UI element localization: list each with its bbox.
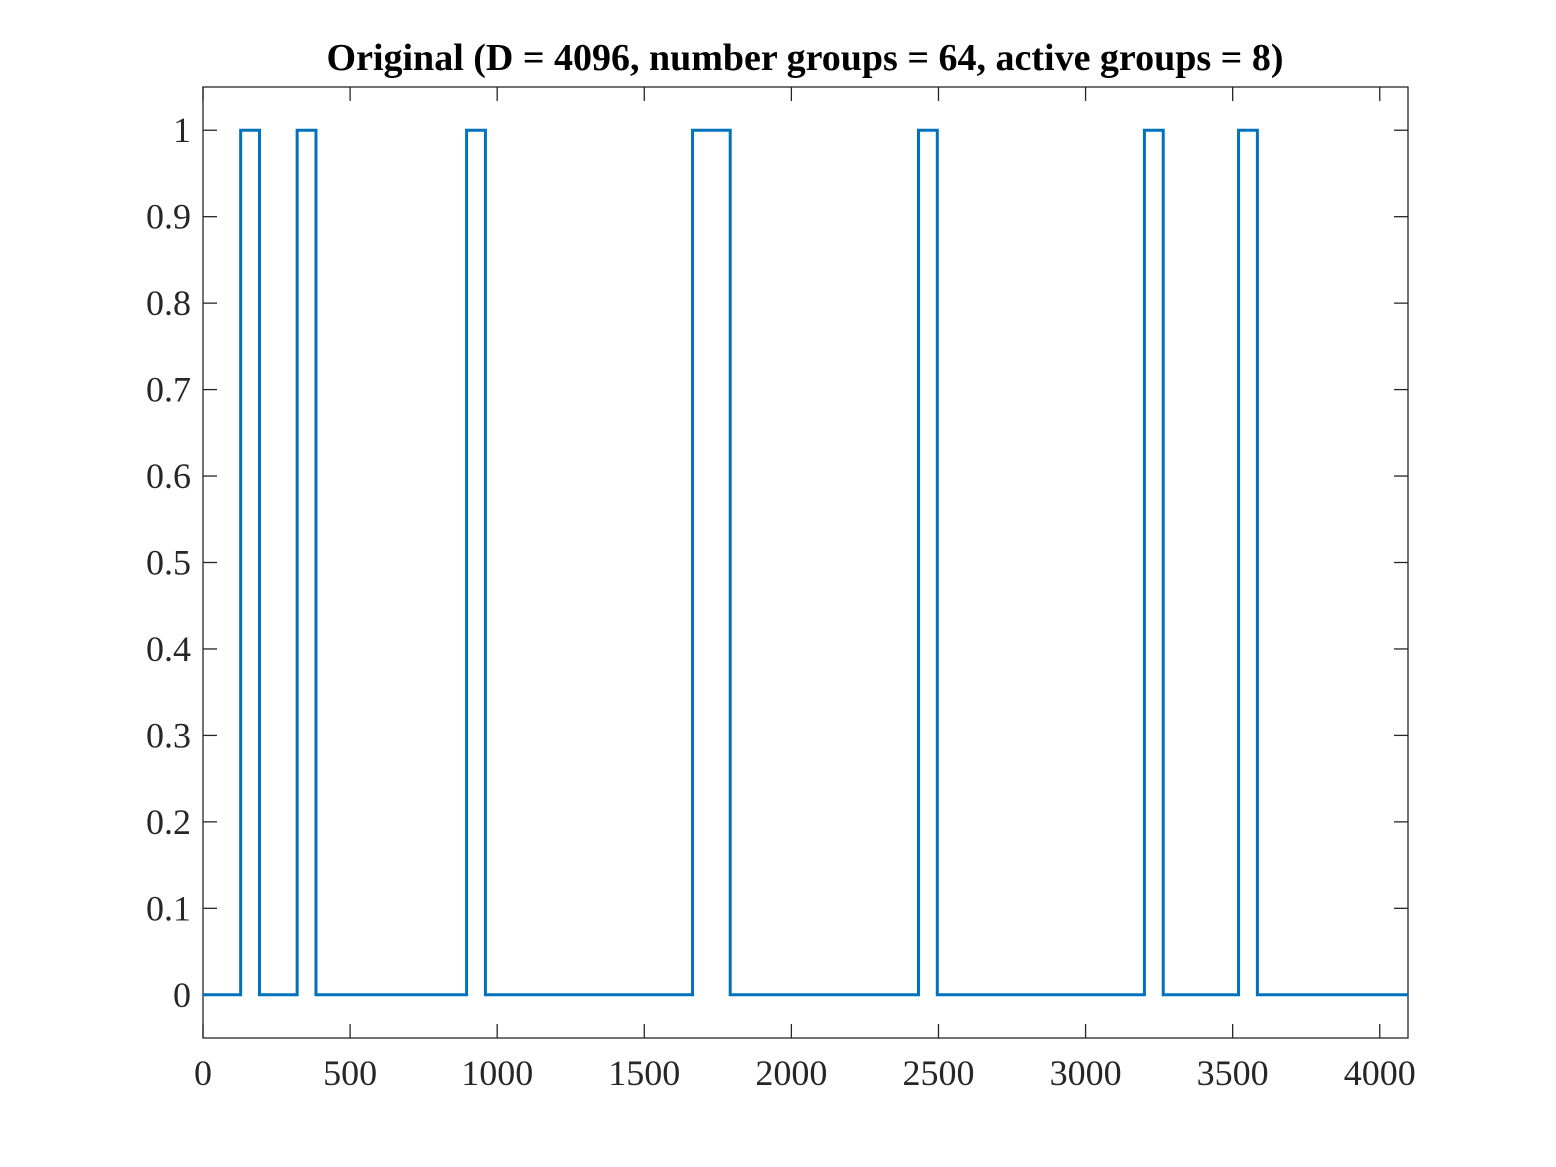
x-tick-label: 500 [323, 1053, 377, 1093]
y-tick-label: 0.1 [146, 888, 191, 928]
x-tick-label: 3500 [1197, 1053, 1269, 1093]
y-tick-label: 1 [173, 110, 191, 150]
y-tick-label: 0.6 [146, 456, 191, 496]
y-axis: 0 0.1 0.2 0.3 0.4 0.5 0.6 0.7 0.8 0.9 1 [146, 110, 1408, 1015]
x-tick-label: 1500 [608, 1053, 680, 1093]
series-line [203, 128, 1408, 997]
y-tick-label: 0 [173, 975, 191, 1015]
x-tick-label: 2000 [755, 1053, 827, 1093]
x-tick-label: 4000 [1344, 1053, 1416, 1093]
x-tick-label: 2500 [902, 1053, 974, 1093]
x-tick-label: 0 [194, 1053, 212, 1093]
y-tick-label: 0.7 [146, 370, 191, 410]
x-tick-label: 1000 [461, 1053, 533, 1093]
y-tick-label: 0.9 [146, 197, 191, 237]
y-tick-label: 0.3 [146, 715, 191, 755]
y-tick-label: 0.2 [146, 802, 191, 842]
chart-title: Original (D = 4096, number groups = 64, … [327, 37, 1284, 79]
x-tick-label: 3000 [1050, 1053, 1122, 1093]
y-tick-label: 0.8 [146, 283, 191, 323]
y-tick-label: 0.5 [146, 543, 191, 583]
y-tick-label: 0.4 [146, 629, 191, 669]
plot-area [202, 86, 1409, 1039]
x-axis: 0 500 1000 1500 2000 2500 3000 3500 4000 [194, 87, 1416, 1093]
